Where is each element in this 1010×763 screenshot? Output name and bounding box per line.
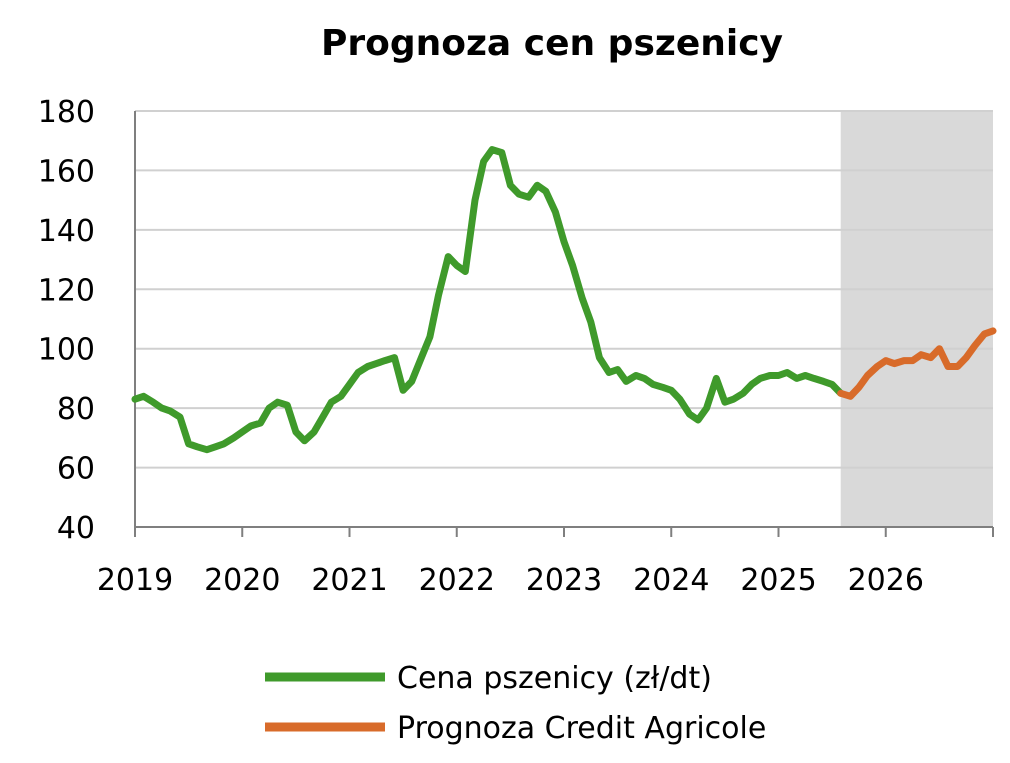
- y-tick-label: 160: [38, 154, 95, 189]
- y-axis-tick-labels: 40 60 80 100 120 140 160 180: [38, 95, 95, 546]
- x-tick-label: 2025: [740, 563, 816, 598]
- x-tick-label: 2021: [311, 563, 387, 598]
- x-tick-label: 2022: [419, 563, 495, 598]
- y-tick-label: 40: [57, 511, 95, 546]
- forecast-shaded-region: [840, 111, 993, 527]
- x-tick-label: 2026: [848, 563, 924, 598]
- legend-label-forecast: Prognoza Credit Agricole: [397, 711, 766, 746]
- x-axis-tick-labels: 2019 2020 2021 2022 2023 2024 2025 2026: [97, 563, 924, 598]
- y-tick-label: 120: [38, 273, 95, 308]
- y-tick-label: 100: [38, 333, 95, 368]
- horizontal-gridlines: [135, 110, 993, 469]
- chart-title: Prognoza cen pszenicy: [321, 23, 783, 64]
- x-tick-label: 2024: [633, 563, 709, 598]
- y-tick-label: 180: [38, 95, 95, 130]
- y-tick-label: 80: [57, 392, 95, 427]
- axes: [134, 111, 994, 537]
- series-lines: [131, 146, 997, 454]
- series-line-forecast: [837, 327, 997, 400]
- series-line-historical: [131, 146, 845, 454]
- x-tick-label: 2023: [526, 563, 602, 598]
- legend-label-historical: Cena pszenicy (zł/dt): [397, 661, 712, 696]
- y-tick-label: 60: [57, 452, 95, 487]
- legend: Cena pszenicy (zł/dt) Prognoza Credit Ag…: [265, 661, 766, 746]
- x-tick-label: 2020: [204, 563, 280, 598]
- y-tick-label: 140: [38, 214, 95, 249]
- x-tick-label: 2019: [97, 563, 173, 598]
